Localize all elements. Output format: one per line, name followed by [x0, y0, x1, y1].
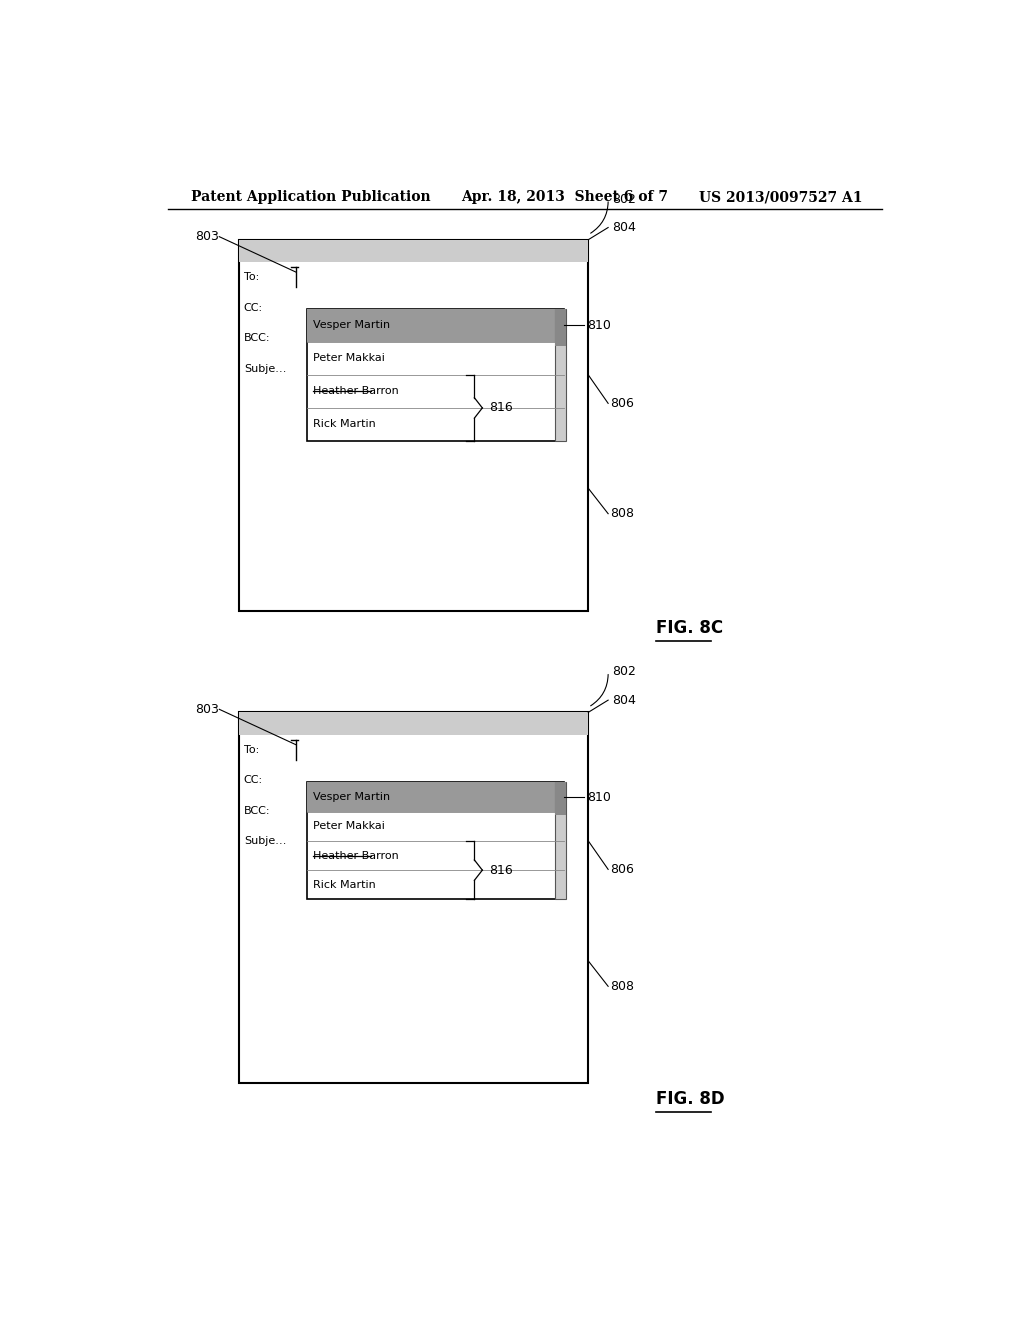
- Text: 808: 808: [610, 979, 635, 993]
- Text: Rick Martin: Rick Martin: [313, 879, 376, 890]
- Text: Peter Makkai: Peter Makkai: [313, 821, 385, 832]
- Text: 803: 803: [196, 702, 219, 715]
- Text: Subje…: Subje…: [244, 837, 287, 846]
- Text: Apr. 18, 2013  Sheet 6 of 7: Apr. 18, 2013 Sheet 6 of 7: [461, 190, 669, 205]
- Text: To:: To:: [244, 272, 259, 282]
- Text: To:: To:: [244, 744, 259, 755]
- Text: CC:: CC:: [244, 302, 263, 313]
- Text: Heather Barron: Heather Barron: [313, 387, 398, 396]
- Text: Vesper Martin: Vesper Martin: [313, 792, 390, 803]
- Text: 804: 804: [612, 220, 636, 234]
- Text: US 2013/0097527 A1: US 2013/0097527 A1: [699, 190, 863, 205]
- Bar: [306, 309, 564, 441]
- Text: 806: 806: [610, 863, 635, 876]
- Text: 802: 802: [612, 193, 636, 206]
- Bar: [306, 309, 564, 342]
- Text: Heather Barron: Heather Barron: [313, 850, 398, 861]
- Text: 803: 803: [196, 230, 219, 243]
- Text: 810: 810: [588, 791, 611, 804]
- Text: BCC:: BCC:: [244, 807, 270, 816]
- Text: 808: 808: [610, 507, 635, 520]
- Text: 810: 810: [588, 319, 611, 331]
- Text: 802: 802: [612, 665, 636, 678]
- Bar: [555, 783, 566, 899]
- Bar: [240, 713, 589, 735]
- Text: Subje…: Subje…: [244, 364, 287, 374]
- Bar: [555, 309, 566, 441]
- Bar: [306, 783, 564, 899]
- Bar: [306, 783, 564, 812]
- Text: BCC:: BCC:: [244, 334, 270, 343]
- Text: 816: 816: [488, 863, 512, 876]
- Text: Rick Martin: Rick Martin: [313, 420, 376, 429]
- Text: CC:: CC:: [244, 775, 263, 785]
- Bar: [240, 240, 589, 263]
- Bar: [555, 309, 566, 346]
- Text: Vesper Martin: Vesper Martin: [313, 321, 390, 330]
- Bar: [555, 783, 566, 816]
- Bar: [240, 240, 589, 611]
- Text: FIG. 8D: FIG. 8D: [655, 1089, 724, 1107]
- Text: 816: 816: [488, 401, 512, 414]
- Text: 804: 804: [612, 693, 636, 706]
- Text: Peter Makkai: Peter Makkai: [313, 354, 385, 363]
- Text: 806: 806: [610, 397, 635, 409]
- Bar: [240, 713, 589, 1084]
- Text: Patent Application Publication: Patent Application Publication: [191, 190, 431, 205]
- Text: FIG. 8C: FIG. 8C: [655, 619, 723, 638]
